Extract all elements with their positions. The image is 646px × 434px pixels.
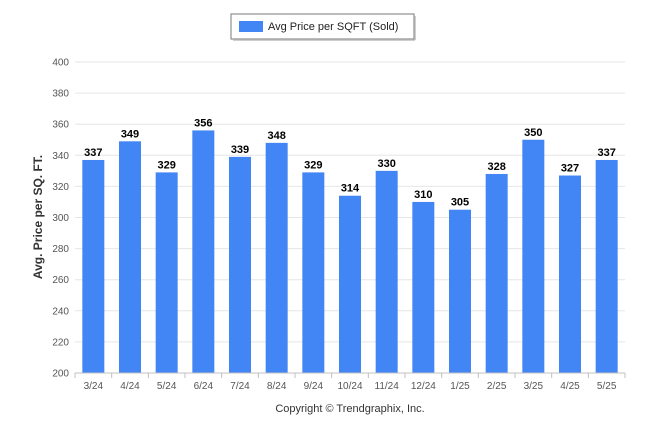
bar xyxy=(155,172,178,373)
data-label: 339 xyxy=(231,144,249,156)
bar xyxy=(192,130,215,373)
data-label: 348 xyxy=(267,130,285,142)
y-tick-label: 360 xyxy=(52,120,69,131)
y-tick-label: 220 xyxy=(52,337,69,348)
bar xyxy=(375,170,398,373)
y-tick-label: 340 xyxy=(52,151,69,162)
bar xyxy=(522,139,545,373)
y-tick-label: 380 xyxy=(52,89,69,100)
data-label: 356 xyxy=(194,117,212,129)
bar xyxy=(485,173,508,373)
data-label: 328 xyxy=(487,161,505,173)
x-tick-label: 9/24 xyxy=(304,381,324,392)
bar xyxy=(339,195,361,373)
x-tick-label: 2/25 xyxy=(487,381,507,392)
x-tick-label: 10/24 xyxy=(337,381,362,392)
x-tick-label: 12/24 xyxy=(411,381,436,392)
x-tick-label: 3/24 xyxy=(84,381,104,392)
data-label: 305 xyxy=(451,197,469,209)
legend-label: Avg Price per SQFT (Sold) xyxy=(268,21,398,33)
data-label: 337 xyxy=(84,147,102,159)
y-tick-label: 300 xyxy=(52,213,69,224)
y-tick-label: 200 xyxy=(52,369,69,380)
data-label: 327 xyxy=(561,163,579,175)
x-tick-label: 5/24 xyxy=(157,381,177,392)
y-tick-label: 240 xyxy=(52,306,69,317)
data-label: 330 xyxy=(377,158,395,170)
bar xyxy=(82,159,105,373)
bar xyxy=(595,159,618,373)
bar xyxy=(265,142,288,373)
x-tick-label: 7/24 xyxy=(230,381,250,392)
bars: 337 349 329 356 339 348 329 314 330 310 305 328 350 3… xyxy=(82,117,618,373)
x-tick-label: 5/25 xyxy=(597,381,617,392)
y-tick-label: 280 xyxy=(52,244,69,255)
bar xyxy=(412,201,435,373)
legend[interactable]: Avg Price per SQFT (Sold) xyxy=(230,13,416,41)
data-label: 314 xyxy=(341,183,360,195)
bar xyxy=(449,209,471,373)
bar xyxy=(229,156,251,373)
x-tick-label: 4/25 xyxy=(560,381,580,392)
x-tick-label: 3/25 xyxy=(524,381,544,392)
y-tick-label: 400 xyxy=(52,58,69,69)
data-label: 350 xyxy=(524,127,542,139)
x-tick-label: 6/24 xyxy=(194,381,214,392)
copyright-text: Copyright © Trendgraphix, Inc. xyxy=(275,403,424,415)
data-label: 329 xyxy=(304,159,322,171)
bar xyxy=(119,141,141,373)
y-axis-title: Avg. Price per SQ. FT. xyxy=(31,155,45,279)
bar xyxy=(302,172,325,373)
data-label: 329 xyxy=(157,159,175,171)
x-axis: 3/24 4/24 5/24 6/24 7/24 8/24 9/24 10/24 11/24 12… xyxy=(74,372,626,392)
y-tick-label: 260 xyxy=(52,275,69,286)
bar xyxy=(559,175,581,373)
y-tick-label: 320 xyxy=(52,182,69,193)
x-tick-label: 11/24 xyxy=(375,381,400,392)
y-axis: 200 220 240 260 280 300 320 340 360 380 400 xyxy=(52,58,69,380)
x-tick-label: 8/24 xyxy=(267,381,287,392)
data-label: 310 xyxy=(414,189,432,201)
x-tick-label: 1/25 xyxy=(450,381,470,392)
data-label: 337 xyxy=(597,147,615,159)
data-label: 349 xyxy=(121,128,139,140)
legend-swatch xyxy=(239,21,263,32)
x-tick-label: 4/24 xyxy=(120,381,140,392)
